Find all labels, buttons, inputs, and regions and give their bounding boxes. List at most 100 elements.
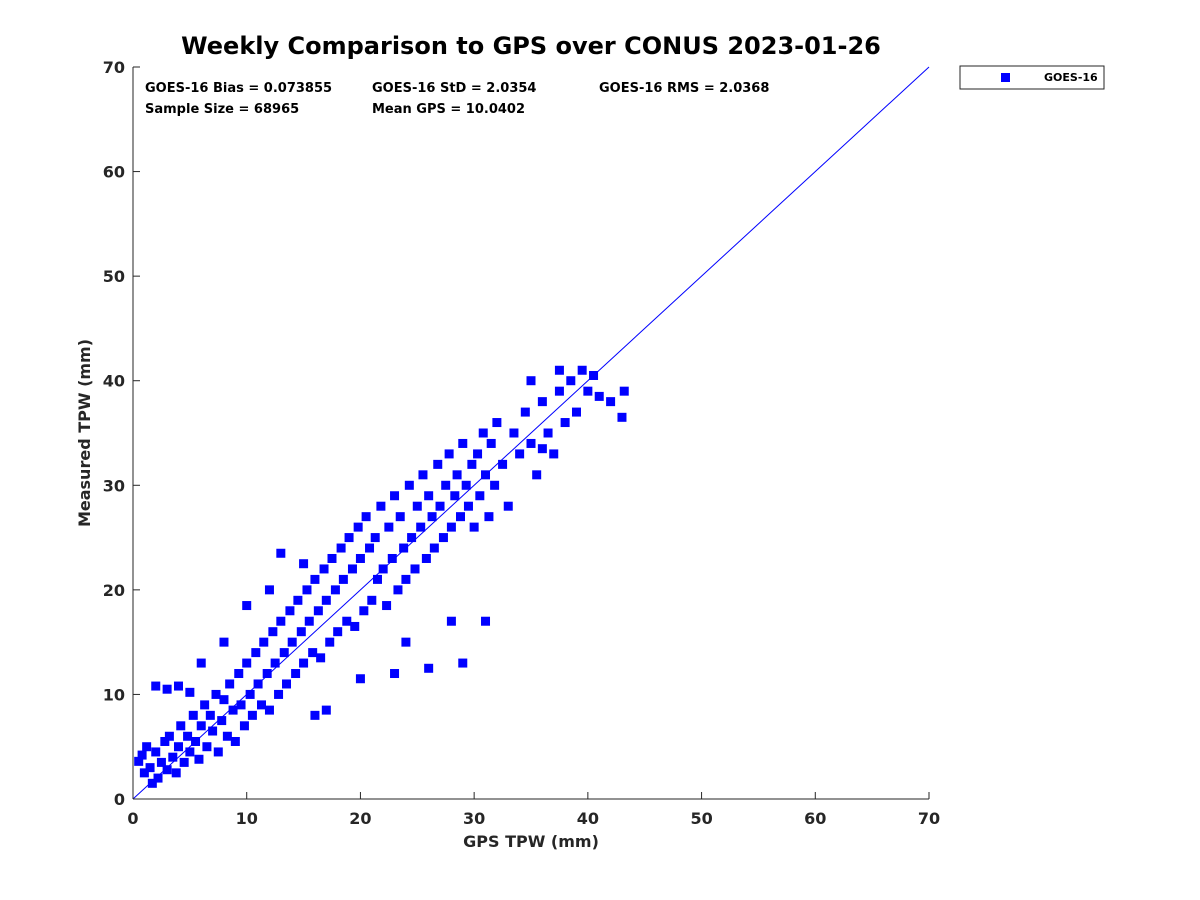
scatter-point <box>515 449 525 459</box>
scatter-point <box>185 687 195 697</box>
scatter-point <box>205 710 215 720</box>
axes <box>132 67 929 800</box>
x-tick-label: 10 <box>236 809 258 828</box>
scatter-point <box>469 522 479 532</box>
scatter-point <box>446 522 456 532</box>
scatter-point <box>325 637 335 647</box>
scatter-point <box>276 616 286 626</box>
scatter-point <box>617 412 627 422</box>
x-axis-label: GPS TPW (mm) <box>463 832 599 851</box>
x-ticks: 0 10 20 30 40 50 60 70 <box>127 792 940 828</box>
scatter-point <box>467 459 477 469</box>
scatter-point <box>433 459 443 469</box>
x-tick-label: 20 <box>349 809 371 828</box>
y-tick-label: 0 <box>114 790 125 809</box>
scatter-point <box>196 658 206 668</box>
scatter-point <box>382 601 392 611</box>
reference-line <box>132 66 930 800</box>
scatter-point <box>372 574 382 584</box>
scatter-point <box>219 637 229 647</box>
scatter-point <box>196 721 206 731</box>
scatter-point <box>185 747 195 757</box>
scatter-point <box>268 627 278 637</box>
scatter-point <box>234 669 244 679</box>
scatter-point <box>319 564 329 574</box>
scatter-point <box>404 480 414 490</box>
x-tick-label: 0 <box>127 809 138 828</box>
scatter-point <box>183 731 193 741</box>
scatter-point <box>236 700 246 710</box>
scatter-point <box>222 731 232 741</box>
scatter-point <box>264 585 274 595</box>
scatter-point <box>147 778 157 788</box>
scatter-point <box>282 679 292 689</box>
scatter-point <box>211 689 221 699</box>
scatter-point <box>554 386 564 396</box>
scatter-point <box>153 773 163 783</box>
scatter-point <box>418 470 428 480</box>
y-tick-label: 10 <box>103 685 125 704</box>
scatter-point <box>478 428 488 438</box>
scatter-point <box>188 710 198 720</box>
scatter-point <box>285 606 295 616</box>
x-tick-label: 30 <box>463 809 485 828</box>
scatter-point <box>458 658 468 668</box>
scatter-point <box>228 705 238 715</box>
scatter-point <box>338 574 348 584</box>
y-tick-label: 60 <box>103 163 125 182</box>
scatter-point <box>347 564 357 574</box>
scatter-point <box>407 533 417 543</box>
scatter-point <box>321 705 331 715</box>
legend-marker-goes16 <box>1001 73 1010 82</box>
scatter-point <box>461 480 471 490</box>
scatter-point <box>162 684 172 694</box>
chart-title: Weekly Comparison to GPS over CONUS 2023… <box>181 32 881 60</box>
scatter-point <box>162 765 172 775</box>
y-tick-label: 20 <box>103 581 125 600</box>
scatter-point <box>526 438 536 448</box>
scatter-point <box>342 616 352 626</box>
scatter-point <box>179 757 189 767</box>
scatter-point <box>213 747 223 757</box>
scatter-point <box>173 742 183 752</box>
y-ticks: 0 10 20 30 40 50 60 70 <box>103 58 140 809</box>
scatter-point <box>367 595 377 605</box>
scatter-point <box>194 754 204 764</box>
scatter-point <box>492 418 502 428</box>
scatter-point <box>310 710 320 720</box>
scatter-point <box>293 595 303 605</box>
scatter-point <box>401 637 411 647</box>
scatter-point <box>304 616 314 626</box>
scatter-point <box>526 376 536 386</box>
scatter-point <box>566 376 576 386</box>
scatter-point <box>350 621 360 631</box>
scatter-point <box>208 726 218 736</box>
scatter-point <box>412 501 422 511</box>
scatter-point <box>142 742 152 752</box>
scatter-point <box>160 736 170 746</box>
scatter-point <box>577 365 587 375</box>
scatter-point <box>549 449 559 459</box>
scatter-point <box>384 522 394 532</box>
scatter-point <box>387 553 397 563</box>
stat-rms: GOES-16 RMS = 2.0368 <box>599 81 769 96</box>
scatter-point <box>509 428 519 438</box>
points-layer <box>134 365 629 788</box>
scatter-point <box>359 606 369 616</box>
stat-bias: GOES-16 Bias = 0.073855 <box>145 81 332 96</box>
scatter-point <box>264 705 274 715</box>
scatter-point <box>455 512 465 522</box>
scatter-point <box>520 407 530 417</box>
scatter-point <box>270 658 280 668</box>
scatter-point <box>225 679 235 689</box>
scatter-point <box>484 512 494 522</box>
scatter-point <box>139 768 149 778</box>
scatter-point <box>299 658 309 668</box>
scatter-point <box>427 512 437 522</box>
x-tick-label: 70 <box>918 809 940 828</box>
y-tick-label: 40 <box>103 372 125 391</box>
stats-annotations: GOES-16 Bias = 0.073855 GOES-16 StD = 2.… <box>145 81 769 117</box>
scatter-point <box>145 763 155 773</box>
scatter-point <box>452 470 462 480</box>
scatter-point <box>151 747 161 757</box>
